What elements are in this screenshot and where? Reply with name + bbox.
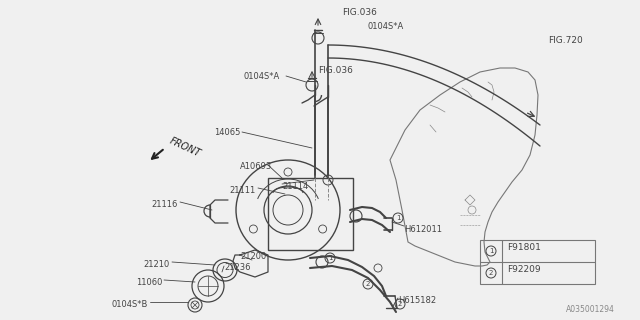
Text: 0104S*A: 0104S*A xyxy=(244,72,280,81)
Text: 1: 1 xyxy=(328,255,332,261)
Text: 0104S*B: 0104S*B xyxy=(111,300,148,309)
Text: 2: 2 xyxy=(489,270,493,276)
Text: 21111: 21111 xyxy=(230,186,256,195)
Bar xyxy=(480,240,595,284)
Text: 1: 1 xyxy=(489,248,493,254)
Text: A10693: A10693 xyxy=(240,162,272,171)
Text: H612011: H612011 xyxy=(404,225,442,234)
Text: 14065: 14065 xyxy=(214,128,240,137)
Bar xyxy=(268,178,353,250)
Text: 21116: 21116 xyxy=(152,200,178,209)
Text: H615182: H615182 xyxy=(398,296,436,305)
Text: FRONT: FRONT xyxy=(168,136,202,159)
Text: 11060: 11060 xyxy=(136,278,162,287)
Text: FIG.036: FIG.036 xyxy=(318,66,353,75)
Text: 2: 2 xyxy=(366,281,370,287)
Text: F92209: F92209 xyxy=(507,265,541,274)
Text: 21236: 21236 xyxy=(224,263,250,272)
Text: 1: 1 xyxy=(396,215,400,221)
Text: FIG.036: FIG.036 xyxy=(342,8,377,17)
Text: 2: 2 xyxy=(398,301,402,307)
Text: 21114: 21114 xyxy=(282,182,308,191)
Text: F91801: F91801 xyxy=(507,243,541,252)
Text: FIG.720: FIG.720 xyxy=(548,36,583,45)
Text: 21200: 21200 xyxy=(240,252,266,261)
Text: 21210: 21210 xyxy=(144,260,170,269)
Text: 0104S*A: 0104S*A xyxy=(368,22,404,31)
Text: A035001294: A035001294 xyxy=(566,305,615,314)
